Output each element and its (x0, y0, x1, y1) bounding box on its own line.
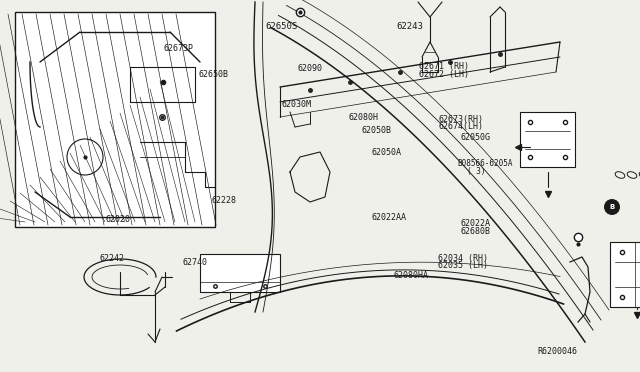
FancyBboxPatch shape (610, 242, 640, 307)
Text: 62022A: 62022A (461, 219, 491, 228)
Text: 62020: 62020 (106, 215, 131, 224)
Text: 62673(RH): 62673(RH) (438, 115, 483, 124)
Text: 62090: 62090 (298, 64, 323, 73)
Text: 62650S: 62650S (266, 22, 298, 31)
Text: 62035 (LH): 62035 (LH) (438, 262, 488, 270)
Bar (520, 112, 575, 167)
Text: B: B (609, 204, 614, 210)
Text: 62050G: 62050G (461, 133, 491, 142)
Text: 62650B: 62650B (198, 70, 228, 79)
Circle shape (604, 199, 620, 215)
Text: 62242: 62242 (99, 254, 124, 263)
Bar (15, 12, 215, 227)
Text: 62674(LH): 62674(LH) (438, 122, 483, 131)
Text: 62022AA: 62022AA (371, 213, 406, 222)
Text: 62030M: 62030M (282, 100, 312, 109)
Text: 62243: 62243 (397, 22, 424, 31)
Text: 62673P: 62673P (163, 44, 193, 53)
Text: B08566-6205A: B08566-6205A (458, 159, 513, 168)
Text: 62680B: 62680B (461, 227, 491, 236)
Text: 62672 (LH): 62672 (LH) (419, 70, 469, 79)
Text: 62034 (RH): 62034 (RH) (438, 254, 488, 263)
Bar (200, 254, 280, 292)
Text: 62050B: 62050B (362, 126, 392, 135)
Text: R6200046: R6200046 (538, 347, 578, 356)
Text: 62080H: 62080H (349, 113, 379, 122)
Text: 62671 (RH): 62671 (RH) (419, 62, 469, 71)
Text: 62740: 62740 (182, 258, 207, 267)
Text: 62228: 62228 (211, 196, 236, 205)
Text: 62050A: 62050A (371, 148, 401, 157)
Text: 62080HA: 62080HA (394, 271, 429, 280)
Text: ( 3): ( 3) (467, 167, 486, 176)
